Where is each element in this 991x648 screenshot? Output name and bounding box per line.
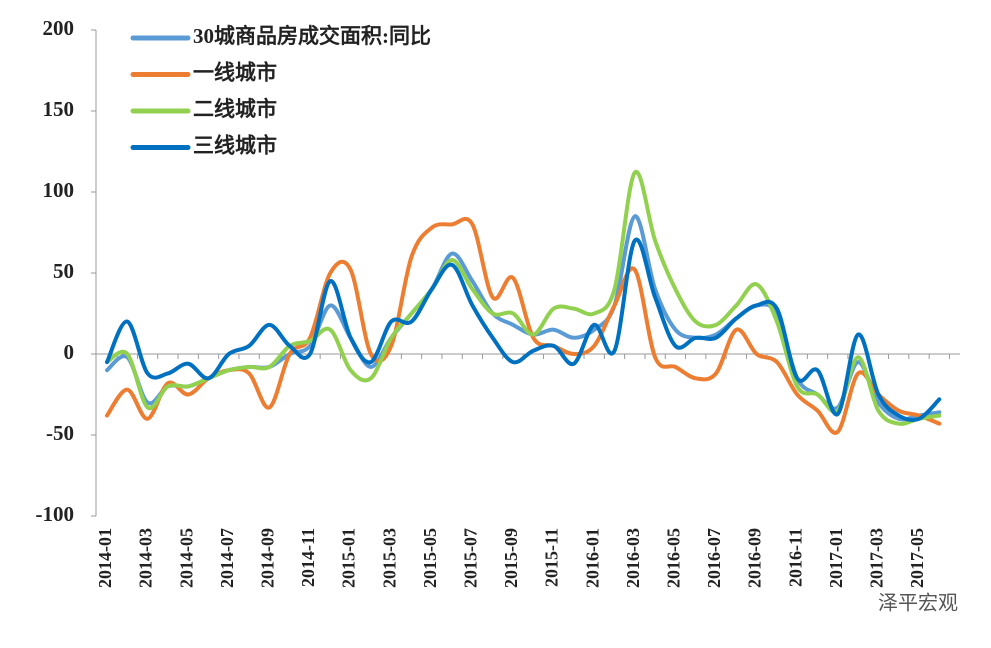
y-tick-label: -50 [46, 421, 74, 445]
x-tick-label: 2016-11 [785, 528, 805, 587]
x-tick-label: 2014-11 [298, 528, 318, 587]
x-tick-label: 2016-07 [704, 528, 724, 588]
x-tick-label: 2014-03 [136, 528, 156, 588]
x-tick-label: 2014-07 [217, 528, 237, 588]
legend-label: 二线城市 [193, 97, 277, 121]
y-tick-label: 200 [43, 16, 75, 40]
y-tick-label: 150 [43, 97, 75, 121]
x-tick-label: 2015-07 [461, 528, 481, 588]
x-tick-label: 2015-09 [501, 528, 521, 588]
y-tick-label: -100 [36, 502, 75, 526]
watermark: 泽平宏观 [878, 591, 958, 615]
x-tick-label: 2016-03 [623, 528, 643, 588]
series-line [105, 237, 942, 423]
x-tick-label: 2017-01 [826, 528, 846, 588]
x-tick-label: 2016-01 [582, 528, 602, 588]
legend-label: 30城商品房成交面积:同比 [193, 24, 431, 48]
series-line [105, 169, 942, 426]
x-tick-label: 2016-05 [664, 528, 684, 588]
y-tick-label: 0 [64, 340, 75, 364]
y-tick-label: 50 [53, 259, 74, 283]
x-tick-label: 2014-01 [95, 528, 115, 588]
x-tick-label: 2015-11 [542, 528, 562, 587]
x-tick-label: 2016-09 [745, 528, 765, 588]
x-tick-label: 2015-05 [420, 528, 440, 588]
x-tick-label: 2017-05 [907, 528, 927, 588]
x-tick-label: 2014-09 [258, 528, 278, 588]
x-tick-label: 2015-01 [339, 528, 359, 588]
y-tick-label: 100 [43, 178, 75, 202]
legend-label: 一线城市 [193, 60, 277, 84]
series-line [105, 216, 942, 435]
legend-label: 三线城市 [193, 133, 277, 157]
x-tick-label: 2017-03 [867, 528, 887, 588]
series-line [105, 214, 942, 422]
x-tick-label: 2015-03 [379, 528, 399, 588]
x-tick-label: 2014-05 [176, 528, 196, 588]
